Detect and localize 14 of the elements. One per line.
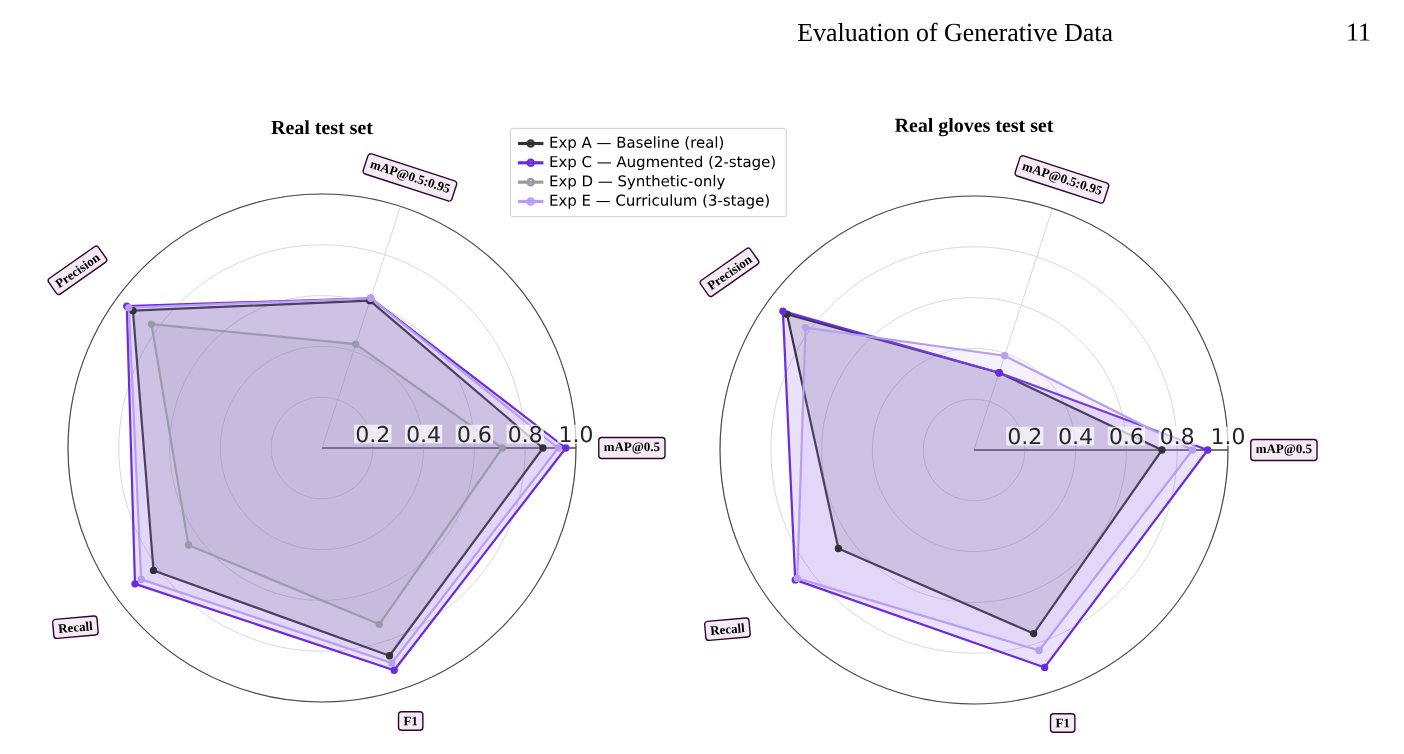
chart-title: Real test set (271, 120, 373, 135)
y-tick-label: 1.0 (560, 425, 592, 443)
chart-title: Real gloves test set (894, 118, 1054, 137)
y-tick-label: 1.0 (1212, 427, 1244, 445)
y-tick-label: 0.4 (407, 425, 440, 443)
text: Evaluation of Generative Data (797, 22, 1113, 42)
text: 11 (1348, 23, 1370, 41)
y-tick-label: 0.2 (356, 425, 389, 443)
y-tick-label: 0.8 (509, 425, 542, 443)
y-tick-label: 0.4 (1059, 427, 1092, 445)
y-tick-label: 0.8 (1161, 427, 1194, 445)
y-tick-label: 0.6 (458, 425, 491, 443)
y-tick-label: 0.6 (1110, 427, 1143, 445)
y-tick-label: 0.2 (1008, 427, 1041, 445)
